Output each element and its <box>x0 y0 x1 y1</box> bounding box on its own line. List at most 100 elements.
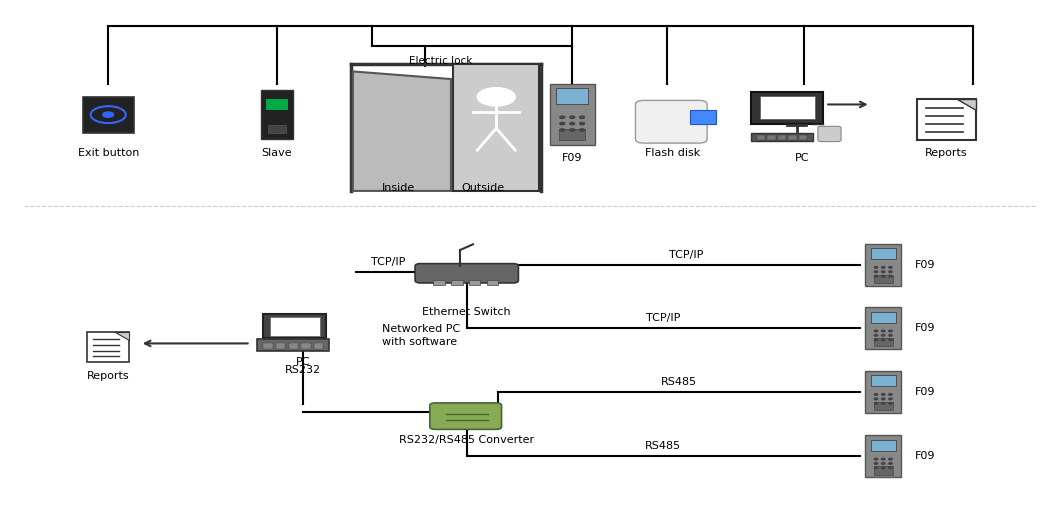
Polygon shape <box>114 332 129 340</box>
FancyBboxPatch shape <box>818 126 841 141</box>
Circle shape <box>874 330 878 332</box>
Bar <box>276 343 285 349</box>
Bar <box>752 133 813 141</box>
Circle shape <box>882 276 885 277</box>
Circle shape <box>888 339 893 341</box>
Circle shape <box>874 467 878 469</box>
Bar <box>760 96 815 119</box>
Bar <box>432 281 444 285</box>
Circle shape <box>882 402 885 404</box>
Bar <box>257 339 329 351</box>
Text: Networked PC
with software: Networked PC with software <box>383 324 461 347</box>
Text: Slave: Slave <box>262 148 293 158</box>
Bar <box>453 64 540 191</box>
Circle shape <box>888 267 893 268</box>
Text: TCP/IP: TCP/IP <box>371 257 405 267</box>
Circle shape <box>580 129 584 131</box>
Bar <box>268 124 286 133</box>
Circle shape <box>888 276 893 277</box>
Bar <box>263 343 272 349</box>
Circle shape <box>882 339 885 341</box>
Bar <box>873 338 893 346</box>
Text: Electric lock: Electric lock <box>409 57 472 66</box>
Text: F09: F09 <box>562 153 582 163</box>
Bar <box>865 435 901 478</box>
Bar <box>865 371 901 413</box>
Bar <box>789 135 797 140</box>
Circle shape <box>874 402 878 404</box>
Bar <box>752 93 824 124</box>
Text: Exit button: Exit button <box>77 148 139 158</box>
Bar <box>450 281 462 285</box>
Bar <box>288 343 298 349</box>
Bar <box>261 90 293 139</box>
Bar <box>871 375 896 386</box>
Bar <box>556 88 588 104</box>
Circle shape <box>569 116 575 118</box>
Circle shape <box>888 467 893 469</box>
Polygon shape <box>957 99 976 109</box>
Bar <box>873 402 893 410</box>
Bar <box>757 135 765 140</box>
Text: Reports: Reports <box>87 372 129 381</box>
Bar <box>550 84 595 145</box>
Circle shape <box>874 458 878 460</box>
Bar <box>767 135 776 140</box>
Text: Inside: Inside <box>382 183 414 193</box>
Circle shape <box>888 463 893 464</box>
Circle shape <box>888 402 893 404</box>
Circle shape <box>874 339 878 341</box>
Circle shape <box>882 398 885 400</box>
Circle shape <box>874 267 878 268</box>
Circle shape <box>874 394 878 395</box>
Circle shape <box>874 335 878 336</box>
Text: Reports: Reports <box>925 148 968 158</box>
Text: RS232/RS485 Converter: RS232/RS485 Converter <box>400 435 534 445</box>
Bar <box>263 314 326 338</box>
FancyBboxPatch shape <box>635 100 707 143</box>
Bar <box>469 281 480 285</box>
Circle shape <box>888 330 893 332</box>
Bar <box>865 244 901 286</box>
Bar <box>871 248 896 259</box>
Circle shape <box>874 463 878 464</box>
Circle shape <box>882 394 885 395</box>
Circle shape <box>888 271 893 272</box>
Text: Flash disk: Flash disk <box>644 148 700 158</box>
Circle shape <box>103 112 113 117</box>
Text: F09: F09 <box>915 323 935 333</box>
Text: RS232: RS232 <box>285 365 321 375</box>
Bar <box>871 440 896 451</box>
Text: RS485: RS485 <box>646 441 682 451</box>
Text: RS485: RS485 <box>661 377 697 387</box>
Circle shape <box>580 116 584 118</box>
Bar <box>917 99 976 140</box>
Circle shape <box>882 335 885 336</box>
Circle shape <box>477 88 515 106</box>
Circle shape <box>882 463 885 464</box>
Text: Ethernet Switch: Ethernet Switch <box>423 307 511 317</box>
Bar <box>314 343 323 349</box>
Circle shape <box>874 398 878 400</box>
Bar <box>87 332 129 362</box>
Bar <box>487 281 498 285</box>
Circle shape <box>560 116 565 118</box>
Circle shape <box>888 394 893 395</box>
Text: TCP/IP: TCP/IP <box>670 249 704 260</box>
Circle shape <box>560 122 565 125</box>
Text: PC: PC <box>296 357 311 366</box>
Circle shape <box>580 122 584 125</box>
Bar <box>83 97 134 133</box>
Circle shape <box>569 122 575 125</box>
Bar <box>873 466 893 474</box>
Circle shape <box>882 267 885 268</box>
Bar <box>873 274 893 283</box>
FancyBboxPatch shape <box>416 264 518 283</box>
Circle shape <box>882 467 885 469</box>
Circle shape <box>569 129 575 131</box>
Text: F09: F09 <box>915 451 935 461</box>
Text: PC: PC <box>795 153 809 163</box>
Text: Outside: Outside <box>461 183 505 193</box>
Circle shape <box>888 458 893 460</box>
Circle shape <box>874 276 878 277</box>
